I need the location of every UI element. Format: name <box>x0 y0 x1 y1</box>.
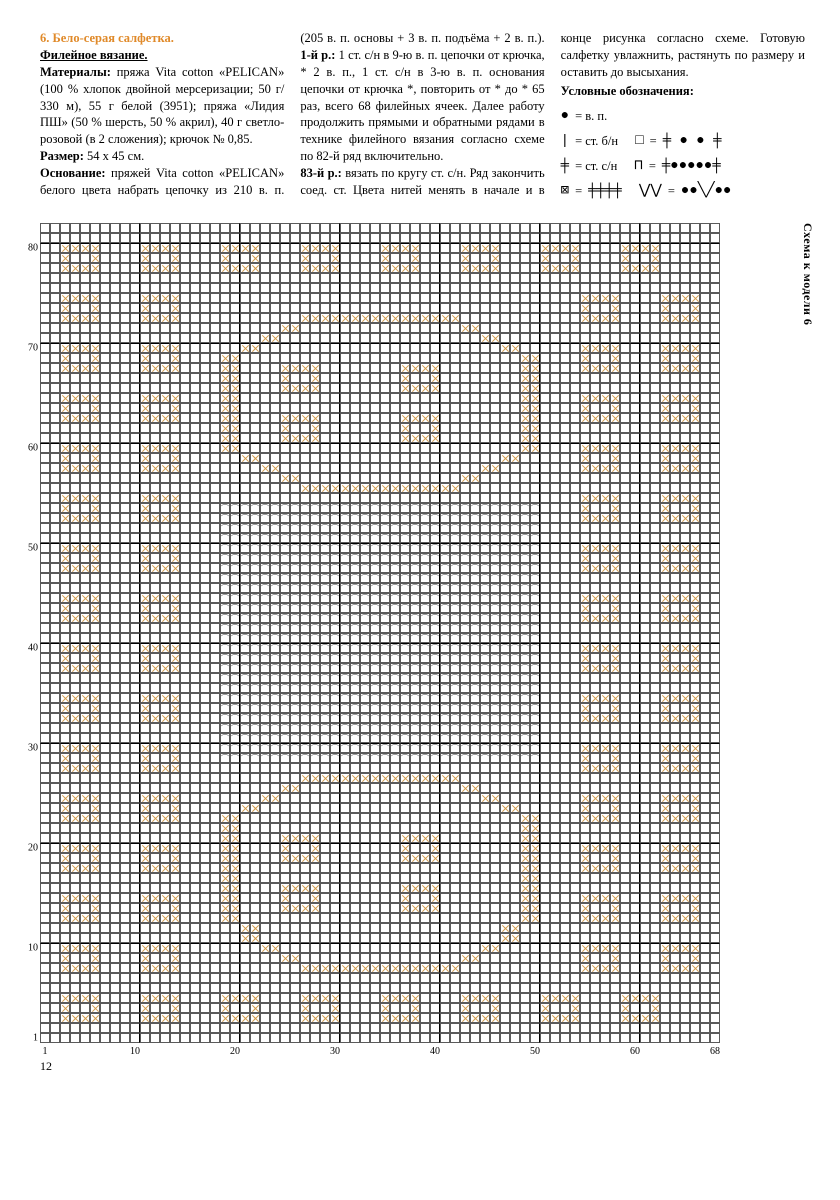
legend-text-6: = <box>575 181 582 201</box>
legend-text-1: = в. п. <box>575 106 607 126</box>
row83-label: 83-й р.: <box>300 166 342 180</box>
x-axis-tick: 10 <box>130 1046 140 1057</box>
legend-text-2: = ст. б/н <box>575 131 618 151</box>
row1-text: 1 ст. с/н в 9-ю в. п. цепочки от крючка,… <box>300 48 544 163</box>
legend-text-3: = ст. с/н <box>575 156 617 176</box>
x-axis-tick: 60 <box>630 1046 640 1057</box>
y-axis-tick: 50 <box>22 542 38 553</box>
legend: Условные обозначения: ● = в. п. | = ст. б/… <box>561 81 805 205</box>
legend-sym-bar: | <box>561 134 569 148</box>
filet-chart: ⌒⌒⌒⌒⌒⌒⌒⌒⌒⌒⌒⌒⌒⌒⌒⌒⌒⌒⌒⌒⌒⌒⌒⌒⌒⌒⌒⌒⌒⌒⌒⌒⌒⌒⌒⌒⌒⌒⌒⌒… <box>40 223 777 1043</box>
legend-text-4: = <box>650 131 657 151</box>
legend-sym-xbox: ⊠ <box>561 184 569 198</box>
legend-sym-cross: ╪ <box>561 159 569 173</box>
legend-sym-square: □ <box>635 134 643 148</box>
y-axis-tick: 20 <box>22 842 38 853</box>
technique-subtitle: Филейное вязание. <box>40 48 148 62</box>
y-axis-tick: 1 <box>22 1032 38 1043</box>
legend-sym-arch: ⊓ <box>634 159 642 173</box>
instruction-text: 6. Бело-серая салфетка. Филейное вязание… <box>40 30 805 205</box>
arch-expand-icon: ╪●●●●●╪ <box>662 159 721 173</box>
row1-label: 1-й р.: <box>300 48 335 62</box>
legend-text-5: = <box>649 156 656 176</box>
y-axis-tick: 80 <box>22 242 38 253</box>
pattern-title: 6. Бело-серая салфетка. <box>40 31 174 45</box>
x-axis-tick: 50 <box>530 1046 540 1057</box>
page-number: 12 <box>40 1059 805 1074</box>
x-axis-tick: 68 <box>710 1046 720 1057</box>
x-axis-tick: 40 <box>430 1046 440 1057</box>
size-label: Размер: <box>40 149 84 163</box>
base-label: Основание: <box>40 166 106 180</box>
vv-expand-icon: ●●╲╱●● <box>681 184 731 198</box>
y-axis-tick: 30 <box>22 742 38 753</box>
chart-caption: Схема к модели 6 <box>800 223 815 325</box>
size-text: 54 х 45 см. <box>84 149 144 163</box>
square-expand-icon: ╪ ● ● ╪ <box>663 134 722 148</box>
y-axis-tick: 70 <box>22 342 38 353</box>
y-axis-tick: 10 <box>22 942 38 953</box>
legend-sym-vv: ⋁⋁ <box>639 184 662 198</box>
y-axis-tick: 40 <box>22 642 38 653</box>
x-axis-tick: 20 <box>230 1046 240 1057</box>
legend-sym-dot: ● <box>561 109 569 123</box>
y-axis-tick: 60 <box>22 442 38 453</box>
x-axis-tick: 1 <box>43 1046 48 1057</box>
legend-title: Условные обозначения: <box>561 81 805 101</box>
materials-label: Материалы: <box>40 65 111 79</box>
legend-text-7: = <box>668 181 675 201</box>
xbox-expand-icon: ╪╪╪╪ <box>588 184 622 198</box>
x-axis-tick: 30 <box>330 1046 340 1057</box>
